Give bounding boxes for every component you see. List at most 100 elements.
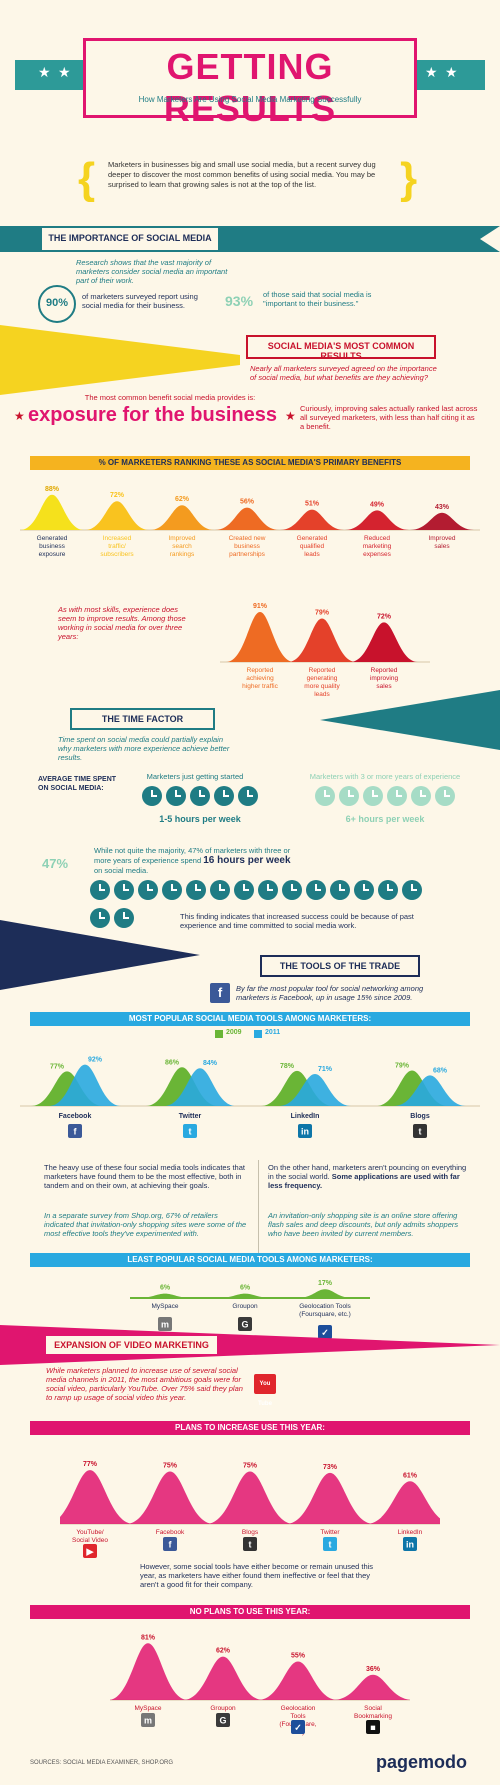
- clock-icon: [258, 880, 278, 900]
- tools-2011-value: 68%: [433, 1067, 448, 1074]
- experience-peak: [350, 622, 418, 662]
- page-subtitle: How Marketers Are Using Social Media Mar…: [138, 95, 362, 104]
- linkedin-icon: [298, 1124, 312, 1138]
- benefit-category: marketing: [363, 543, 392, 550]
- tools-right-para-b: Some applications are used with far less…: [268, 1172, 460, 1190]
- plans-peak: [206, 1471, 294, 1524]
- benefit-category: qualified: [300, 543, 325, 550]
- experience-value: 72%: [377, 613, 392, 620]
- benefit-peak: [345, 510, 409, 530]
- benefit-category: Generated: [297, 535, 328, 542]
- clock-icon: [387, 786, 407, 806]
- sixteen-clocks: [88, 880, 468, 905]
- myspace-icon-glyph: m: [144, 1716, 152, 1726]
- noplans-peak: [183, 1656, 263, 1700]
- experience-category: Reported: [371, 667, 398, 674]
- clock-icon: [330, 880, 350, 900]
- facebook-icon: f: [210, 983, 230, 1003]
- page-title: GETTING RESULTS: [163, 46, 337, 129]
- tools-2011-peak: [164, 1068, 236, 1106]
- plans-value: 73%: [323, 1464, 338, 1471]
- stat-circle-90: [38, 285, 76, 323]
- exp-hours: 6+ hours per week: [345, 814, 425, 824]
- groupon-icon: [216, 1713, 230, 1727]
- experience-category: leads: [314, 691, 330, 698]
- benefit-peak: [215, 507, 279, 530]
- tools-2011-peak: [49, 1064, 121, 1106]
- clock-icon: [214, 786, 234, 806]
- benefit-category: subscribers: [100, 551, 134, 558]
- benefit-peak: [150, 505, 214, 530]
- benefit-category: business: [234, 543, 260, 550]
- benefit-category: Increased: [103, 535, 132, 542]
- linkedin-icon-glyph: in: [301, 1127, 309, 1137]
- noplans-chart: 81% MySpace m 62% Groupon G 55% GeolocationTool…: [110, 1634, 410, 1736]
- finding-text: This finding indicates that increased su…: [180, 912, 414, 930]
- benefit-value: 62%: [175, 496, 190, 503]
- least-value: 6%: [160, 1285, 171, 1292]
- experience-category: sales: [376, 683, 392, 690]
- blogs-icon: [413, 1124, 427, 1138]
- tools-2009-value: 79%: [395, 1062, 410, 1069]
- clock-icon: [411, 786, 431, 806]
- experience-category: achieving: [246, 675, 274, 682]
- plans-peak: [286, 1472, 374, 1524]
- common-side-text: Curiously, improving sales actually rank…: [300, 404, 478, 431]
- star-icon: ★: [58, 64, 71, 80]
- sixteen-clocks-row2: [88, 908, 168, 933]
- tools-2011-peak: [279, 1074, 351, 1106]
- benefit-value: 88%: [45, 486, 60, 493]
- facebook-icon: [68, 1124, 82, 1138]
- noplans-peak: [333, 1674, 410, 1700]
- importance-text: Research shows that the vast majority of…: [76, 258, 228, 285]
- noplans-value: 62%: [216, 1648, 231, 1655]
- clock-icon: [402, 880, 422, 900]
- tools-category: Blogs: [410, 1113, 430, 1120]
- foursquare-icon-glyph: ✓: [321, 1328, 329, 1338]
- plans-category: YouTube/: [76, 1529, 104, 1536]
- tools-2011-value: 71%: [318, 1066, 333, 1073]
- common-heading: SOCIAL MEDIA'S MOST COMMON RESULTS: [267, 341, 415, 361]
- bookmark-icon-glyph: ■: [370, 1723, 375, 1733]
- noplans-category: Groupon: [210, 1705, 236, 1712]
- exp-clocks: [295, 786, 475, 811]
- plans-category: Twitter: [320, 1529, 340, 1536]
- youtube-icon: [83, 1544, 97, 1558]
- least-peak: [217, 1293, 273, 1298]
- legend-2009-swatch: [215, 1030, 223, 1038]
- benefit-category: Improved: [428, 535, 455, 542]
- tools-right-para-a: On the other hand, marketers aren't poun…: [268, 1163, 467, 1181]
- clock-icon: [378, 880, 398, 900]
- legend-2011-swatch: [254, 1030, 262, 1038]
- benefit-category: rankings: [170, 551, 195, 558]
- least-category: Groupon: [232, 1303, 258, 1310]
- plans-peak: [126, 1471, 214, 1524]
- noplans-category: MySpace: [134, 1705, 161, 1712]
- benefit-category: Generated: [37, 535, 68, 542]
- benefits-band: % OF MARKETERS RANKING THESE AS SOCIAL M…: [30, 456, 470, 470]
- common-text: Nearly all marketers surveyed agreed on …: [250, 364, 437, 382]
- least-value: 17%: [318, 1280, 333, 1287]
- plans-category: Blogs: [242, 1529, 259, 1536]
- benefit-value: 49%: [370, 501, 385, 508]
- tools-heading-box: [260, 955, 420, 977]
- facebook-icon-glyph: f: [169, 1540, 173, 1550]
- video-heading-box: [44, 1334, 219, 1356]
- importance-heading: THE IMPORTANCE OF SOCIAL MEDIA: [48, 233, 212, 243]
- groupon-icon: [238, 1317, 252, 1331]
- plans-category: Social Video: [72, 1537, 108, 1544]
- plans-value: 77%: [83, 1461, 98, 1468]
- intro-text: Marketers in businesses big and small us…: [108, 160, 376, 189]
- importance-heading-box: [40, 226, 220, 252]
- least-value: 6%: [240, 1285, 251, 1292]
- experience-category: Reported: [247, 667, 274, 674]
- plans-chart: 77% YouTube/Social Video ▶ 75% Facebook f 75% B…: [60, 1461, 440, 1558]
- stat-90-value: 90%: [45, 297, 69, 309]
- least-peak: [297, 1289, 353, 1298]
- least-band: LEAST POPULAR SOCIAL MEDIA TOOLS AMONG M…: [30, 1253, 470, 1267]
- tools-2009-value: 78%: [280, 1063, 295, 1070]
- groupon-icon-glyph: G: [219, 1716, 226, 1726]
- clock-icon: [90, 880, 110, 900]
- least-peak: [137, 1293, 193, 1298]
- legend-2009: 2009: [226, 1029, 242, 1036]
